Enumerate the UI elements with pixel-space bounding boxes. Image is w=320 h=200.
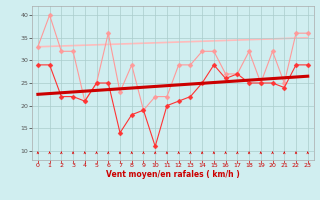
X-axis label: Vent moyen/en rafales ( km/h ): Vent moyen/en rafales ( km/h ) — [106, 170, 240, 179]
